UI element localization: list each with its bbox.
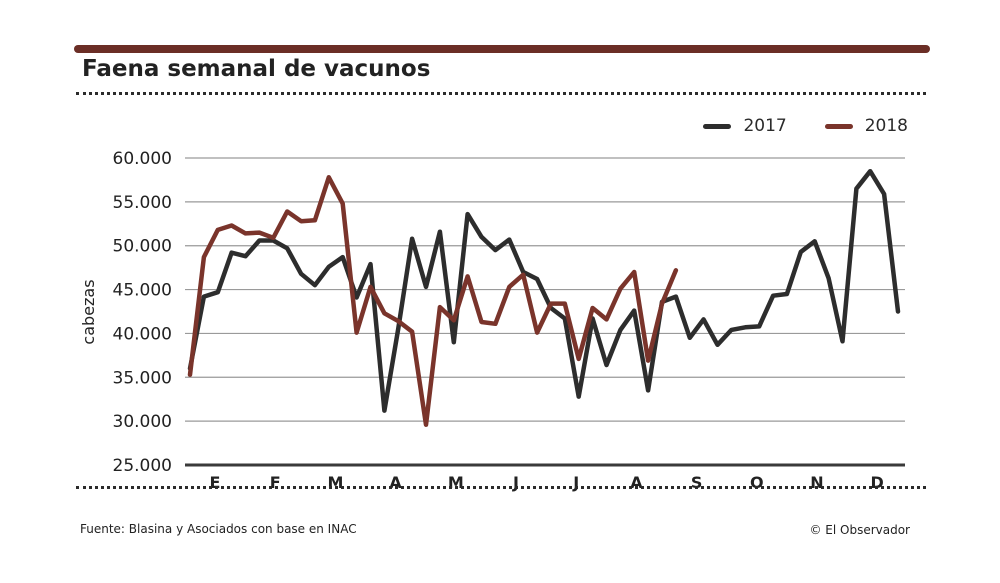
source-note: Fuente: Blasina y Asociados con base en … [80,522,357,536]
y-tick-label: 50.000 [113,237,172,257]
top-rule [74,45,930,53]
legend-item-2018: 2018 [824,116,908,136]
x-tick-label: F [270,473,281,492]
legend-label-2017: 2017 [743,116,787,136]
chart-title: Faena semanal de vacunos [82,56,431,82]
credit-note: © El Observador [809,523,910,537]
x-tick-label: J [572,473,579,492]
x-tick-label: D [871,473,884,492]
y-tick-label: 35.000 [113,368,172,388]
y-axis-label: cabezas [79,279,98,344]
x-tick-label: J [512,473,519,492]
legend-swatch-2017 [703,123,732,129]
title-divider [76,92,926,95]
legend-item-2017: 2017 [703,116,787,136]
x-tick-label: A [630,473,643,492]
series-line-2017 [187,168,901,413]
series-lines [187,168,901,427]
x-tick-label: N [810,473,823,492]
footer-divider [76,486,926,489]
y-tick-label: 40.000 [113,324,172,344]
x-tick-label: E [210,473,221,492]
x-tick-label: S [691,473,703,492]
x-tick-label: A [389,473,402,492]
y-tick-label: 25.000 [113,456,172,476]
legend-label-2018: 2018 [864,116,908,136]
y-tick-label: 45.000 [113,281,172,301]
y-tick-label: 60.000 [113,149,172,169]
x-tick-label: M [448,473,464,492]
x-tick-label: O [750,473,764,492]
y-tick-label: 55.000 [113,193,172,213]
x-tick-label: M [327,473,343,492]
legend-swatch-2018 [824,123,853,129]
grid-lines [185,157,905,467]
legend: 2017 2018 [703,116,908,136]
y-tick-label: 30.000 [113,412,172,432]
series-line-2018 [187,175,679,427]
y-tick-labels: 60.000 55.000 50.000 45.000 40.000 35.000 30.0… [113,149,172,476]
